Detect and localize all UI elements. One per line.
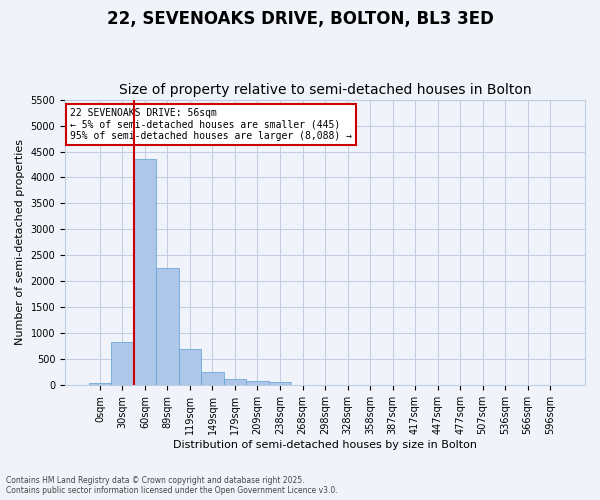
Bar bbox=[111, 342, 134, 386]
Bar bbox=[246, 381, 269, 386]
Bar bbox=[179, 350, 201, 386]
Bar bbox=[269, 382, 291, 386]
Bar bbox=[134, 160, 156, 386]
Y-axis label: Number of semi-detached properties: Number of semi-detached properties bbox=[15, 140, 25, 346]
Text: 22, SEVENOAKS DRIVE, BOLTON, BL3 3ED: 22, SEVENOAKS DRIVE, BOLTON, BL3 3ED bbox=[107, 10, 493, 28]
Text: 22 SEVENOAKS DRIVE: 56sqm
← 5% of semi-detached houses are smaller (445)
95% of : 22 SEVENOAKS DRIVE: 56sqm ← 5% of semi-d… bbox=[70, 108, 352, 142]
X-axis label: Distribution of semi-detached houses by size in Bolton: Distribution of semi-detached houses by … bbox=[173, 440, 477, 450]
Bar bbox=[89, 382, 111, 386]
Title: Size of property relative to semi-detached houses in Bolton: Size of property relative to semi-detach… bbox=[119, 83, 532, 97]
Bar bbox=[156, 268, 179, 386]
Bar bbox=[224, 378, 246, 386]
Text: Contains HM Land Registry data © Crown copyright and database right 2025.
Contai: Contains HM Land Registry data © Crown c… bbox=[6, 476, 338, 495]
Bar bbox=[201, 372, 224, 386]
